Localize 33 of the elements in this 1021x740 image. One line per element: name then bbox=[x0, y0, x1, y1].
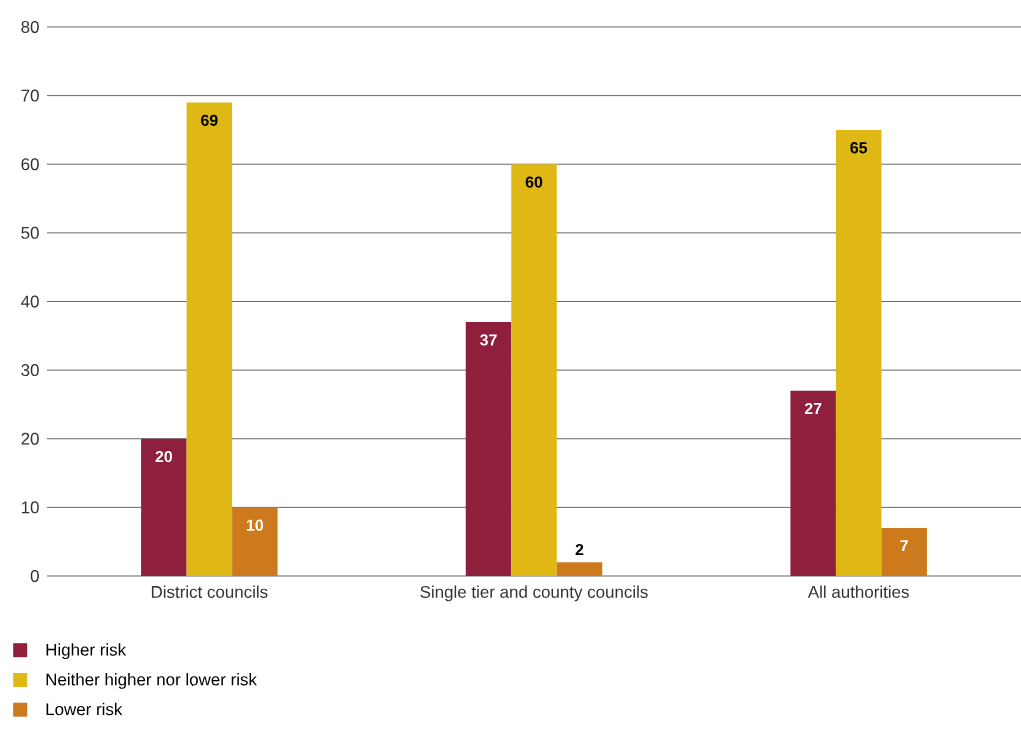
bar bbox=[141, 438, 187, 576]
data-label: 7 bbox=[900, 540, 908, 552]
y-tick-label: 50 bbox=[21, 226, 39, 239]
data-label: 20 bbox=[155, 450, 173, 463]
x-tick-label: Single tier and county councils bbox=[420, 585, 648, 602]
data-label: 65 bbox=[850, 142, 868, 154]
y-tick-label: 40 bbox=[21, 295, 39, 308]
data-label: 60 bbox=[525, 176, 543, 188]
y-tick-label: 80 bbox=[21, 20, 39, 33]
bar bbox=[835, 129, 882, 576]
y-tick-label: 0 bbox=[30, 569, 39, 582]
data-label: 69 bbox=[201, 114, 218, 126]
bar bbox=[511, 164, 557, 576]
y-tick-label: 60 bbox=[21, 158, 39, 171]
data-label: 27 bbox=[804, 402, 822, 415]
legend-label: Higher risk bbox=[46, 643, 127, 660]
x-tick-label: District councils bbox=[151, 585, 268, 598]
bar bbox=[790, 390, 836, 576]
y-tick-label: 70 bbox=[21, 89, 39, 102]
y-tick-label: 10 bbox=[21, 501, 39, 514]
bar bbox=[232, 507, 278, 576]
bar bbox=[556, 562, 603, 576]
x-tick-label: All authorities bbox=[807, 585, 909, 598]
data-label: 2 bbox=[575, 543, 584, 556]
legend-label: Neither higher nor lower risk bbox=[46, 673, 257, 689]
data-label: 37 bbox=[480, 334, 497, 346]
y-tick-label: 30 bbox=[21, 364, 39, 377]
bar bbox=[465, 322, 512, 576]
legend-label: Lower risk bbox=[46, 702, 123, 716]
bar bbox=[881, 527, 927, 576]
data-label: 10 bbox=[246, 519, 264, 531]
y-tick-label: 20 bbox=[21, 432, 39, 445]
bar bbox=[186, 102, 233, 576]
